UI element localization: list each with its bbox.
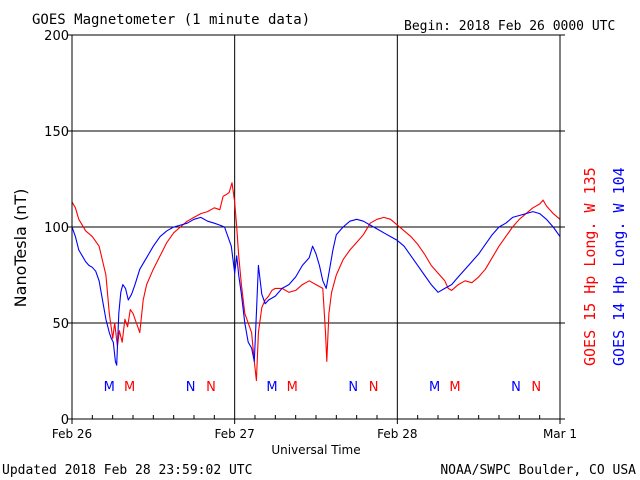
y-tick-label: 50 [52, 317, 69, 332]
x-tick-label: Feb 26 [52, 427, 92, 441]
local-time-marker-n: N [531, 380, 541, 395]
legend-goes14: GOES 14 Hp Long. W 104 [610, 167, 628, 366]
x-tick-label: Feb 27 [214, 427, 254, 441]
local-time-marker-m: M [449, 380, 460, 395]
chart-title: GOES Magnetometer (1 minute data) [32, 12, 310, 28]
local-time-marker-n: N [348, 380, 358, 395]
local-time-marker-n: N [206, 380, 216, 395]
local-time-marker-m: M [104, 380, 115, 395]
y-tick-label: 150 [44, 125, 69, 140]
local-time-marker-m: M [124, 380, 135, 395]
grid-layer [72, 35, 560, 419]
local-time-marker-n: N [511, 380, 521, 395]
local-time-marker-n: N [369, 380, 379, 395]
plot-frame [71, 34, 561, 420]
x-axis-label: Universal Time [271, 443, 360, 457]
y-tick-label: 0 [61, 413, 69, 428]
axis-layer: 0 50 100 150 200 Feb 26 Feb 27 Feb 28 Mar 1 [44, 29, 577, 441]
begin-label: Begin: 2018 Feb 26 0000 UTC [404, 19, 615, 34]
series-layer [71, 182, 561, 382]
y-axis-label: NanoTesla (nT) [11, 189, 30, 308]
local-time-marker-m: M [287, 380, 298, 395]
y-tick-label: 100 [44, 221, 69, 236]
local-time-marker-m: M [429, 380, 440, 395]
local-time-marker-n: N [186, 380, 196, 395]
goes14-series-line [71, 211, 561, 366]
updated-timestamp: Updated 2018 Feb 28 23:59:02 UTC [2, 463, 252, 478]
credit-label: NOAA/SWPC Boulder, CO USA [440, 463, 636, 478]
x-tick-label: Feb 28 [377, 427, 417, 441]
y-tick-label: 200 [44, 29, 69, 44]
legend-goes15: GOES 15 Hp Long. W 135 [581, 167, 599, 366]
x-tick-label: Mar 1 [543, 427, 577, 441]
local-time-marker-m: M [266, 380, 277, 395]
goes15-series-line [71, 182, 561, 382]
